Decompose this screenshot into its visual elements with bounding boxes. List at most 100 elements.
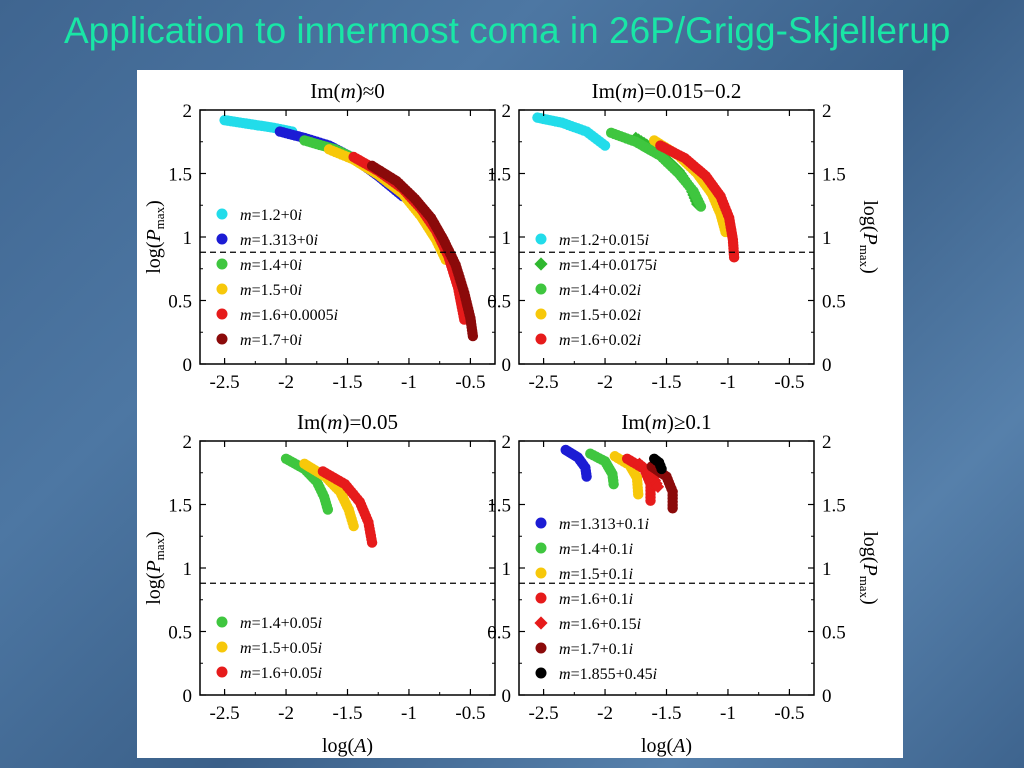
legend-label: m=1.2+0i [240,207,302,224]
y-tick-label: 1 [822,559,832,580]
y-tick-label: 1.5 [168,496,192,517]
x-tick-label: -1.5 [651,372,681,393]
x-tick-label: -0.5 [455,703,485,724]
x-tick-label: -1.5 [651,703,681,724]
legend-marker [216,283,228,295]
y-tick-label: 2 [183,101,193,122]
legend-marker [534,616,548,630]
data-point [656,463,667,475]
data-point [467,330,479,342]
y-tick-label: 1.5 [168,165,192,186]
data-point [667,503,678,514]
x-tick-label: -2.5 [210,372,240,393]
y-tick-label: 0.5 [822,623,846,644]
y-axis-label: log(Pmax) [143,200,167,274]
legend-label: m=1.7+0.1i [559,641,633,658]
legend-marker [535,592,547,604]
y-tick-label: 0.5 [822,292,846,313]
series-4-2 [585,448,619,490]
x-tick-label: -1 [720,703,736,724]
legend-label: m=1.4+0.05i [240,615,322,632]
legend-marker [216,258,228,270]
legend-label: m=1.4+0.0175i [559,257,657,274]
legend-marker [216,641,228,653]
panel-title: Im(m)=0.05 [297,410,398,434]
slide-title: Application to innermost coma in 26P/Gri… [64,10,951,51]
series-4-3 [609,451,644,500]
series-2-1 [532,112,611,151]
data-point [633,489,644,500]
panel-title: Im(m)=0.015−0.2 [592,79,742,103]
legend-label: m=1.4+0i [240,257,302,274]
x-tick-label: -1.5 [332,372,362,393]
y-tick-label: 1 [183,228,193,249]
data-point [581,471,592,482]
legend-label: m=1.313+0i [240,232,318,249]
x-tick-label: -2 [278,372,294,393]
y-axis-label: log(Pmax) [857,200,881,274]
legend-label: m=1.6+0.02i [559,332,641,349]
y-tick-label: 0.5 [487,623,511,644]
legend-marker [534,257,548,271]
legend-marker [216,333,228,345]
data-point [599,140,611,151]
chart-grid-svg: -2.5 -2 -1.5 -1 -0.5 0 0.5 1 1.5 2 Im(m)≈0 log(Pmax… [143,79,881,757]
y-tick-label: 0 [502,355,512,376]
series-2-5 [655,140,740,263]
x-tick-label: -0.5 [774,372,804,393]
legend-label: m=1.4+0.1i [559,541,633,558]
x-axis-label: log(A) [641,735,692,757]
plot-panel-1: -2.5 -2 -1.5 -1 -0.5 0 0.5 1 1.5 2 Im(m)≈0 log(Pmax… [143,79,496,393]
legend-marker [535,283,547,295]
x-tick-label: -2 [597,372,613,393]
x-axis-label: log(A) [322,735,373,757]
y-tick-label: 1 [502,559,512,580]
x-tick-label: -0.5 [455,372,485,393]
legend-label: m=1.6+0.1i [559,591,633,608]
series-2-3 [605,127,707,212]
y-tick-label: 0.5 [168,292,192,313]
x-tick-label: -0.5 [774,703,804,724]
legend-marker [535,308,547,320]
y-tick-label: 1 [502,228,512,249]
y-tick-label: 0 [822,686,832,707]
data-point [651,480,665,493]
legend-marker [535,333,547,345]
y-axis-label: log(Pmax) [143,531,167,605]
plot-panel-2: -2.5 -2 -1.5 -1 -0.5 0 0 0.5 0.5 1 1 1.5 1.5 2 2 Im(m)=… [487,79,881,393]
legend-label: m=1.7+0i [240,332,302,349]
series-1-4 [323,144,452,266]
data-point [728,252,740,263]
data-point [608,478,619,490]
legend-marker [535,542,547,554]
legend-label: m=1.5+0.1i [559,566,633,583]
y-tick-label: 1.5 [487,165,511,186]
legend-marker [216,616,228,628]
series-3-3 [317,466,378,548]
y-tick-label: 0 [183,686,193,707]
plot-panel-4: -2.5 -2 -1.5 -1 -0.5 0 0 0.5 0.5 1 1 1.5 1.5 2 2 Im(m)≥… [487,410,881,757]
y-tick-label: 0 [822,355,832,376]
panel-title: Im(m)≈0 [310,79,385,103]
series-1-5 [348,151,470,325]
y-tick-label: 2 [502,101,512,122]
legend-marker [535,642,547,654]
legend-marker [216,308,228,320]
legend-marker [535,667,547,679]
y-tick-label: 1 [822,228,832,249]
y-tick-label: 2 [502,432,512,453]
y-tick-label: 1.5 [822,496,846,517]
y-tick-label: 1.5 [822,165,846,186]
data-point [348,520,359,532]
panel-title: Im(m)≥0.1 [621,410,711,434]
x-tick-label: -1 [401,703,417,724]
x-tick-label: -2 [597,703,613,724]
figure-panel: -2.5 -2 -1.5 -1 -0.5 0 0.5 1 1.5 2 Im(m)≈0 log(Pmax… [137,70,903,758]
series-3-2 [299,458,359,532]
y-tick-label: 0 [183,355,193,376]
legend-label: m=1.6+0.0005i [240,307,338,324]
legend-label: m=1.4+0.02i [559,282,641,299]
series-4-1 [560,444,592,482]
y-tick-label: 2 [822,101,832,122]
legend-marker [535,233,547,245]
